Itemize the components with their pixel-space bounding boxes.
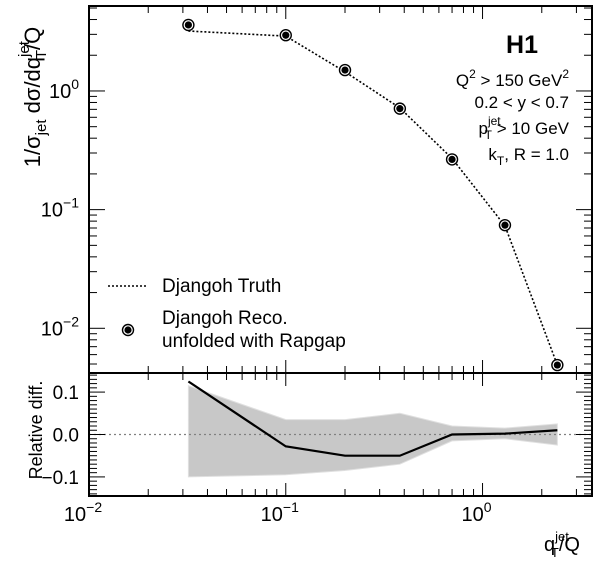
x-tick-label: 10−1: [261, 499, 299, 526]
legend-reco-label-line: Djangoh Reco.: [162, 308, 288, 329]
reco-marker-center: [553, 361, 561, 369]
top-panel: 10−2 10−1 100 H1 Q2 > 150 GeV2 0.2 < y < 0.7 p…: [41, 5, 593, 374]
legend-truth-label: Djangoh Truth: [162, 276, 281, 297]
top-ytick-label: 10−1: [41, 195, 79, 222]
cut-label-3: kT, R = 1.0: [488, 145, 569, 168]
top-ytick-label: 10−2: [41, 313, 79, 340]
cut-label-2: pjet T > 10 GeV: [478, 114, 569, 142]
legend-reco-label-line: unfolded with Rapgap: [162, 331, 346, 352]
reco-marker-center: [396, 105, 404, 113]
x-tick-label: 10−2: [64, 499, 102, 526]
legend-reco-marker-center: [124, 326, 132, 334]
cut-label-0: Q2 > 150 GeV2: [456, 67, 569, 90]
uncertainty-band: [187, 385, 558, 478]
bottom-ytick-label: 0.0: [53, 426, 79, 447]
top-ytick-label: 100: [49, 76, 79, 103]
reco-marker-center: [501, 221, 509, 229]
bottom-ytick-label: −0.1: [41, 468, 79, 489]
experiment-label: H1: [506, 31, 538, 59]
x-tick-label: 100: [462, 499, 492, 526]
reco-marker-center: [448, 155, 456, 164]
relative-diff-line: [187, 380, 558, 457]
cut-label-1: 0.2 < y < 0.7: [474, 93, 569, 112]
x-axis-label: qjet T/Q: [544, 529, 580, 560]
reco-marker-center: [341, 66, 349, 74]
labels: 10−2 10−1 100 qjet T/Q 1/σjet dσ/dqjetT/Q Rela…: [16, 27, 580, 560]
bottom-ytick-label: 0.1: [53, 383, 79, 404]
bottom-panel: −0.1 0.0 0.1: [41, 372, 593, 497]
top-y-axis-label: 1/σjet dσ/dqjetT/Q: [16, 27, 50, 168]
reco-marker-center: [282, 31, 290, 39]
bottom-y-axis-label: Relative diff.: [26, 381, 46, 480]
reco-marker-center: [184, 21, 192, 29]
